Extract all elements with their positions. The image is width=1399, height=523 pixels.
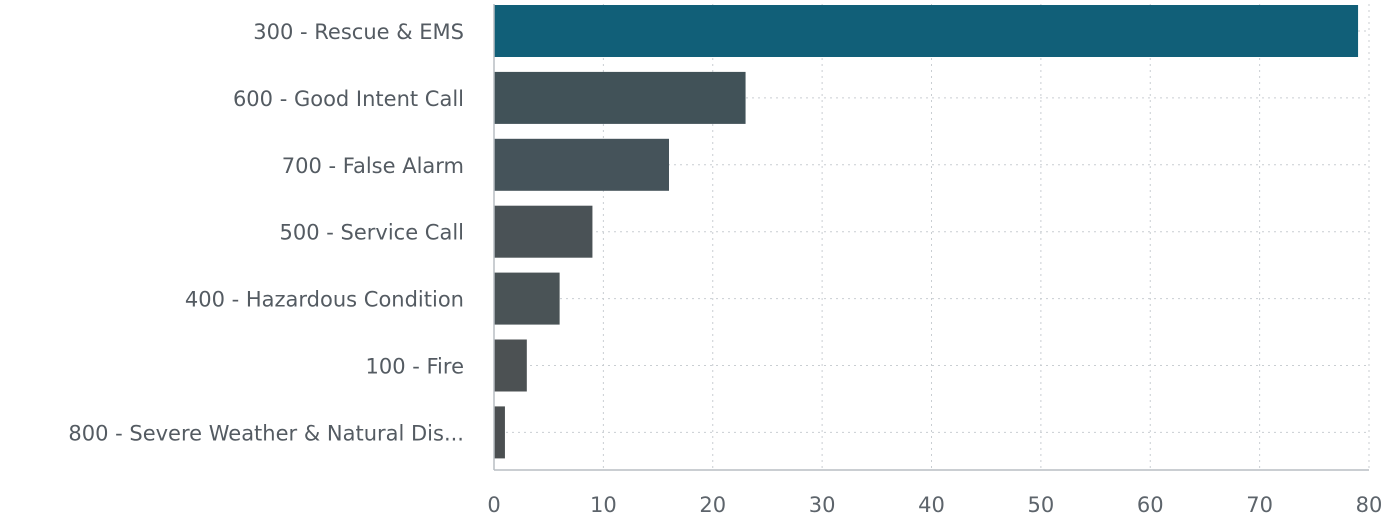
bar-5[interactable] (494, 272, 560, 325)
x-tick-label-30: 30 (809, 493, 836, 517)
category-labels: 300 - Rescue & EMS 600 - Good Intent Call… (68, 20, 464, 445)
x-tick-label-80: 80 (1356, 493, 1383, 517)
category-label: 700 - False Alarm (282, 154, 464, 178)
bar-3[interactable] (494, 138, 669, 191)
x-tick-label-10: 10 (590, 493, 617, 517)
category-label: 100 - Fire (366, 355, 465, 379)
x-tick-label-50: 50 (1028, 493, 1055, 517)
x-tick-label-60: 60 (1137, 493, 1164, 517)
category-label: 500 - Service Call (280, 221, 465, 245)
axes (493, 4, 1369, 471)
bar-4[interactable] (494, 205, 593, 258)
x-tick-labels: 0 10 20 30 40 50 60 70 80 (487, 493, 1382, 517)
x-tick-label-70: 70 (1246, 493, 1273, 517)
category-label: 800 - Severe Weather & Natural Dis... (68, 421, 464, 445)
bar-6[interactable] (494, 339, 527, 392)
category-label: 400 - Hazardous Condition (185, 288, 464, 312)
bars (494, 5, 1359, 459)
bar-2[interactable] (494, 71, 746, 124)
x-tick-label-20: 20 (699, 493, 726, 517)
x-tick-label-0: 0 (487, 493, 500, 517)
category-label: 300 - Rescue & EMS (253, 20, 464, 44)
bar-7[interactable] (494, 406, 505, 459)
bar-1[interactable] (494, 5, 1359, 57)
category-label: 600 - Good Intent Call (233, 87, 464, 111)
x-tick-label-40: 40 (918, 493, 945, 517)
